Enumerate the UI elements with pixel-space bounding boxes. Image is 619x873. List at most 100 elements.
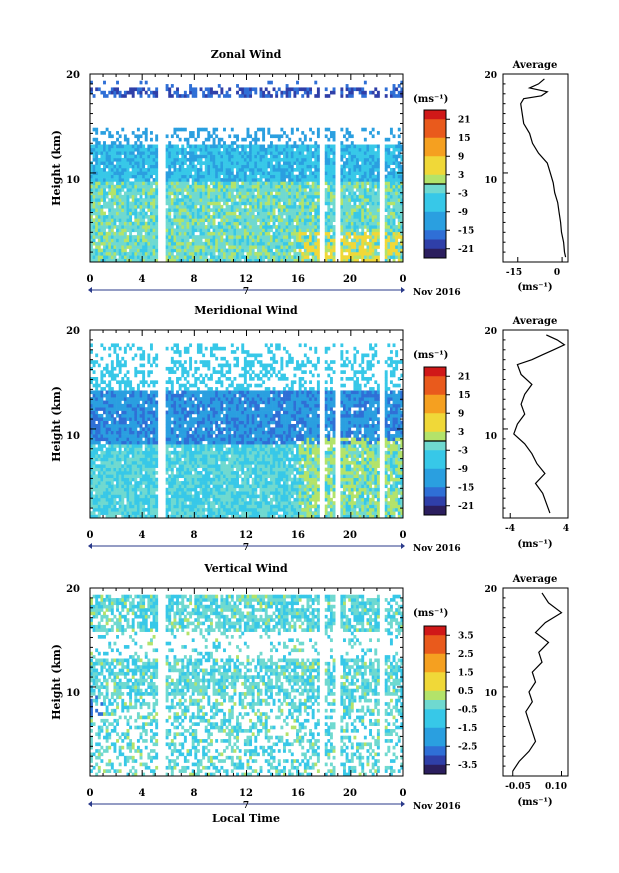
heatmap-cell bbox=[173, 208, 177, 212]
heatmap-cell bbox=[259, 144, 263, 149]
heatmap-cell bbox=[363, 164, 367, 169]
heatmap-cell bbox=[204, 238, 208, 243]
heatmap-cell bbox=[228, 211, 232, 216]
heatmap-cell bbox=[243, 191, 247, 196]
heatmap-cell bbox=[369, 194, 372, 199]
heatmap-cell bbox=[356, 178, 359, 182]
heatmap-cell bbox=[285, 168, 289, 172]
heatmap-cell bbox=[371, 147, 375, 152]
heatmap-cell bbox=[204, 137, 208, 142]
heatmap-cell bbox=[316, 251, 320, 256]
heatmap-cell bbox=[204, 241, 208, 246]
heatmap-cell bbox=[397, 154, 401, 159]
heatmap-cell bbox=[348, 191, 352, 196]
heatmap-cell bbox=[298, 137, 302, 142]
heatmap-cell bbox=[92, 383, 96, 388]
heatmap-cell bbox=[277, 251, 281, 256]
heatmap-cell bbox=[298, 255, 302, 259]
heatmap-cell bbox=[202, 194, 206, 199]
heatmap-cell bbox=[243, 194, 247, 199]
heatmap-cell bbox=[296, 87, 299, 92]
heatmap-cell bbox=[92, 484, 96, 489]
heatmap-cell bbox=[100, 511, 104, 515]
heatmap-cell bbox=[142, 204, 146, 209]
heatmap-cell bbox=[105, 383, 109, 388]
heatmap-cell bbox=[254, 215, 258, 219]
heatmap-cell bbox=[134, 464, 138, 468]
heatmap-cell bbox=[376, 178, 380, 182]
heatmap-cell bbox=[298, 144, 302, 149]
heatmap-cell bbox=[223, 191, 226, 196]
heatmap-cell bbox=[283, 211, 286, 216]
heatmap-cell bbox=[126, 228, 130, 233]
heatmap-cell bbox=[267, 241, 271, 246]
heatmap-cell bbox=[212, 131, 216, 135]
heatmap-cell bbox=[121, 507, 125, 512]
heatmap-cell bbox=[311, 151, 315, 155]
heatmap-cell bbox=[92, 481, 96, 485]
heatmap-cell bbox=[280, 151, 284, 155]
heatmap-cell bbox=[92, 457, 96, 462]
heatmap-cell bbox=[290, 131, 294, 135]
heatmap-cell bbox=[392, 188, 396, 192]
heatmap-cell bbox=[246, 198, 250, 202]
heatmap-cell bbox=[204, 198, 208, 202]
heatmap-cell bbox=[136, 221, 140, 226]
heatmap-cell bbox=[118, 474, 122, 479]
heatmap-cell bbox=[395, 255, 399, 259]
heatmap-cell bbox=[361, 221, 365, 226]
heatmap-cell bbox=[350, 221, 354, 226]
heatmap-cell bbox=[296, 215, 299, 219]
heatmap-cell bbox=[118, 168, 122, 172]
heatmap-cell bbox=[223, 215, 226, 219]
heatmap-cell bbox=[103, 231, 106, 236]
heatmap-cell bbox=[340, 201, 344, 206]
heatmap-cell bbox=[267, 147, 271, 152]
heatmap-cell bbox=[233, 215, 237, 219]
heatmap-cell bbox=[123, 514, 127, 518]
heatmap-cell bbox=[121, 168, 125, 172]
heatmap-cell bbox=[199, 228, 203, 233]
heatmap-cell bbox=[303, 174, 307, 179]
heatmap-cell bbox=[196, 201, 200, 206]
heatmap-cell bbox=[191, 147, 195, 152]
heatmap-cell bbox=[345, 258, 349, 262]
heatmap-cell bbox=[113, 231, 117, 236]
heatmap-cell bbox=[90, 248, 93, 253]
heatmap-cell bbox=[329, 211, 333, 216]
heatmap-cell bbox=[345, 241, 349, 246]
heatmap-cell bbox=[123, 255, 127, 259]
heatmap-cell bbox=[309, 147, 313, 152]
heatmap-cell bbox=[348, 154, 352, 159]
heatmap-cell bbox=[306, 204, 310, 209]
heatmap-cell bbox=[97, 248, 101, 253]
heatmap-cell bbox=[275, 144, 279, 149]
heatmap-cell bbox=[103, 491, 106, 495]
heatmap-cell bbox=[345, 215, 349, 219]
heatmap-cell bbox=[116, 168, 119, 172]
heatmap-cell bbox=[225, 161, 229, 165]
x-tick-label: 0 bbox=[400, 274, 407, 285]
heatmap-cell bbox=[134, 407, 138, 411]
heatmap-cell bbox=[105, 501, 109, 505]
heatmap-cell bbox=[118, 346, 122, 351]
heatmap-cell bbox=[110, 215, 114, 219]
heatmap-cell bbox=[173, 184, 177, 189]
heatmap-cell bbox=[283, 194, 286, 199]
heatmap-cell bbox=[181, 94, 185, 98]
heatmap-cell bbox=[147, 198, 151, 202]
heatmap-cell bbox=[249, 235, 253, 239]
heatmap-cell bbox=[170, 184, 174, 189]
heatmap-cell bbox=[280, 194, 284, 199]
heatmap-cell bbox=[395, 191, 399, 196]
heatmap-cell bbox=[136, 204, 140, 209]
heatmap-cell bbox=[90, 90, 93, 95]
heatmap-cell bbox=[309, 171, 313, 176]
heatmap-cell bbox=[105, 164, 109, 169]
heatmap-cell bbox=[170, 147, 174, 152]
heatmap-cell bbox=[301, 144, 305, 149]
heatmap-cell bbox=[131, 487, 135, 492]
heatmap-cell bbox=[209, 147, 213, 152]
heatmap-cell bbox=[129, 427, 133, 432]
heatmap-cell bbox=[343, 178, 346, 182]
